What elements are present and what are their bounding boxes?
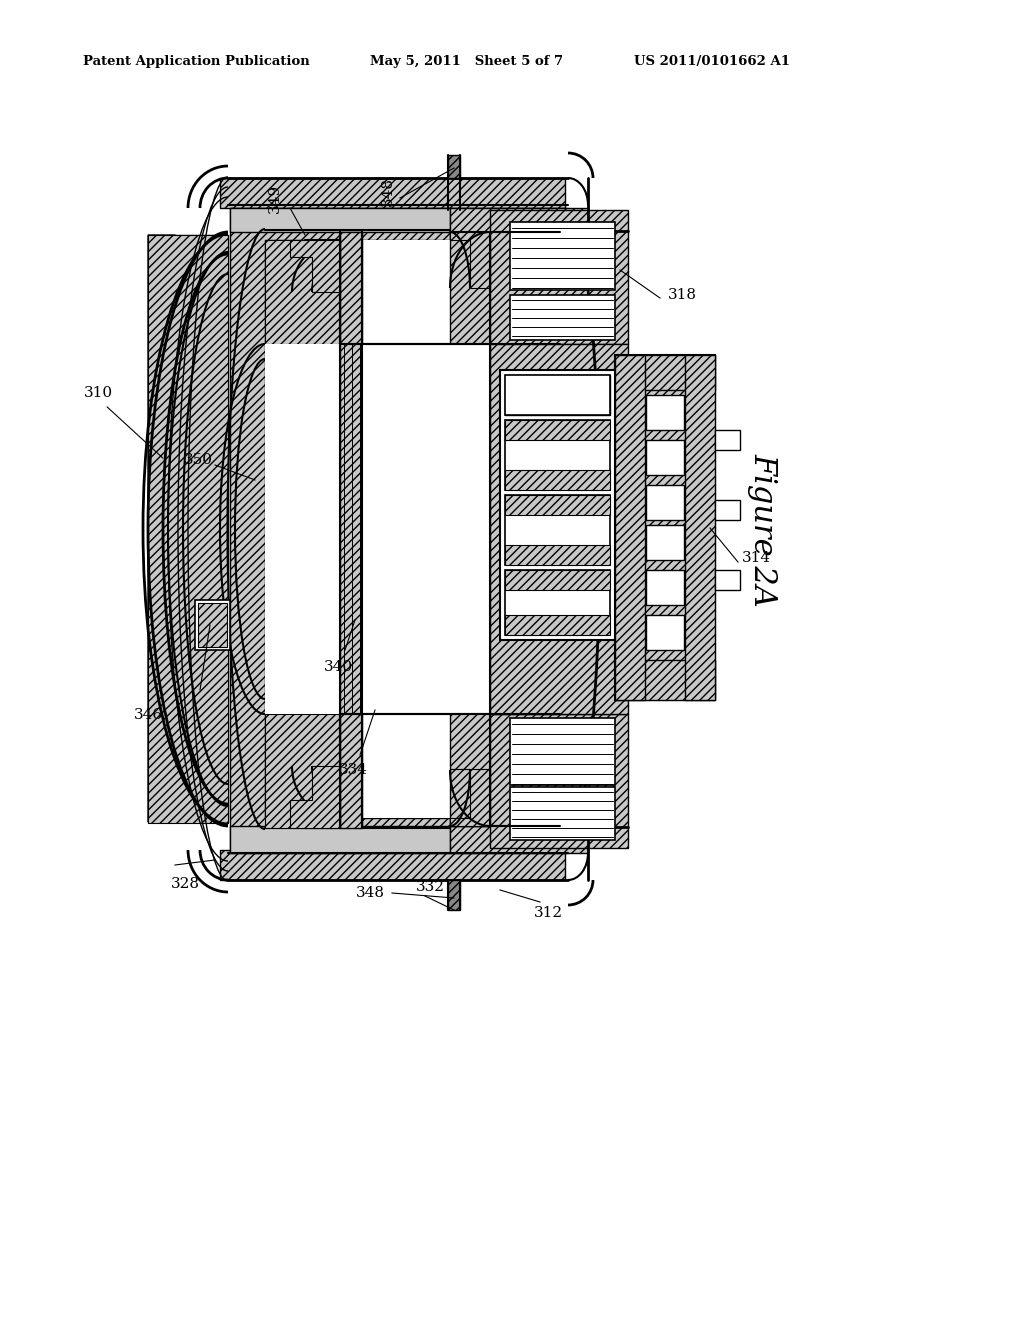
- Polygon shape: [715, 570, 740, 590]
- Polygon shape: [615, 380, 690, 680]
- Polygon shape: [505, 420, 610, 490]
- Polygon shape: [148, 235, 195, 822]
- Text: 348: 348: [381, 177, 395, 206]
- Polygon shape: [265, 345, 340, 714]
- Polygon shape: [505, 470, 610, 490]
- Polygon shape: [500, 370, 615, 640]
- Polygon shape: [615, 660, 715, 700]
- Polygon shape: [505, 570, 610, 590]
- Polygon shape: [450, 209, 588, 232]
- Polygon shape: [646, 484, 684, 520]
- Polygon shape: [265, 345, 340, 714]
- Polygon shape: [450, 770, 490, 826]
- Polygon shape: [646, 525, 684, 560]
- Polygon shape: [450, 826, 588, 853]
- Polygon shape: [685, 355, 715, 700]
- Polygon shape: [490, 210, 628, 345]
- Polygon shape: [195, 601, 230, 649]
- Text: 350: 350: [184, 453, 213, 467]
- Polygon shape: [646, 570, 684, 605]
- Text: 349: 349: [268, 183, 282, 213]
- Polygon shape: [505, 495, 610, 565]
- Polygon shape: [230, 209, 450, 232]
- Text: 318: 318: [668, 288, 697, 302]
- Text: 332: 332: [416, 880, 444, 894]
- Polygon shape: [505, 615, 610, 635]
- Polygon shape: [449, 880, 460, 909]
- Polygon shape: [230, 209, 568, 853]
- Polygon shape: [510, 787, 615, 840]
- Polygon shape: [505, 495, 610, 515]
- Polygon shape: [220, 178, 565, 209]
- Polygon shape: [148, 235, 228, 822]
- Polygon shape: [198, 603, 227, 647]
- Polygon shape: [715, 430, 740, 450]
- Polygon shape: [175, 235, 228, 822]
- Polygon shape: [265, 714, 340, 828]
- Polygon shape: [646, 440, 684, 475]
- Polygon shape: [510, 294, 615, 341]
- Polygon shape: [265, 240, 340, 345]
- Polygon shape: [450, 232, 490, 826]
- Polygon shape: [220, 850, 565, 880]
- Polygon shape: [490, 345, 628, 714]
- Polygon shape: [505, 375, 610, 414]
- Polygon shape: [290, 766, 340, 828]
- Text: 328: 328: [171, 876, 200, 891]
- Polygon shape: [646, 615, 684, 649]
- Polygon shape: [615, 355, 715, 389]
- Polygon shape: [510, 718, 615, 785]
- Polygon shape: [265, 240, 450, 818]
- Polygon shape: [646, 395, 684, 430]
- Text: 346: 346: [133, 708, 163, 722]
- Text: 310: 310: [83, 385, 113, 400]
- Text: Figure 2A: Figure 2A: [748, 453, 778, 607]
- Polygon shape: [510, 222, 615, 290]
- Text: 314: 314: [742, 550, 771, 565]
- Text: May 5, 2011   Sheet 5 of 7: May 5, 2011 Sheet 5 of 7: [370, 55, 563, 69]
- Text: Patent Application Publication: Patent Application Publication: [83, 55, 309, 69]
- Text: 340: 340: [324, 660, 352, 675]
- Polygon shape: [505, 545, 610, 565]
- Polygon shape: [362, 345, 490, 714]
- Polygon shape: [450, 232, 490, 288]
- Polygon shape: [340, 232, 362, 828]
- Polygon shape: [505, 420, 610, 440]
- Text: 348: 348: [356, 886, 385, 900]
- Text: US 2011/0101662 A1: US 2011/0101662 A1: [634, 55, 790, 69]
- Polygon shape: [505, 570, 610, 635]
- Text: 312: 312: [534, 906, 562, 920]
- Text: 334: 334: [339, 763, 368, 777]
- Polygon shape: [230, 826, 450, 853]
- Polygon shape: [615, 355, 645, 700]
- Polygon shape: [615, 355, 715, 700]
- Polygon shape: [505, 375, 610, 414]
- Polygon shape: [449, 154, 460, 178]
- Polygon shape: [715, 500, 740, 520]
- Polygon shape: [490, 714, 628, 847]
- Polygon shape: [290, 240, 340, 292]
